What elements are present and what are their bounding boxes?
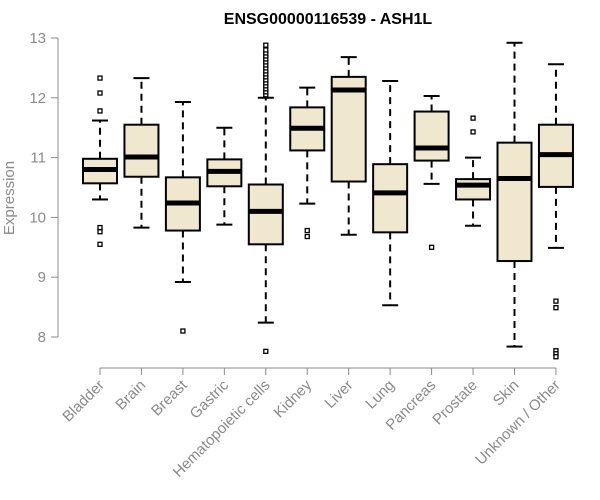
y-tick-label: 10: [29, 209, 46, 226]
boxes: [82, 41, 574, 360]
box-breast: [164, 100, 201, 334]
outlier-point: [304, 233, 310, 240]
box-iqr: [330, 75, 367, 183]
outlier-point: [97, 229, 103, 235]
x-tick-label: Kidney: [271, 376, 316, 421]
box-skin: [496, 41, 533, 348]
outlier-point: [97, 75, 103, 81]
outlier-point: [470, 115, 476, 121]
box-brain: [123, 77, 160, 229]
y-tick-label: 8: [38, 329, 46, 346]
x-tick-label: Prostate: [429, 377, 481, 429]
outlier-point: [428, 244, 435, 250]
box-iqr: [372, 163, 409, 234]
box-bladder: [82, 75, 118, 247]
chart-title: ENSG00000116539 - ASH1L: [224, 11, 433, 28]
outlier-point: [97, 90, 103, 96]
box-iqr: [247, 183, 284, 246]
x-tick-label: Bladder: [59, 377, 108, 426]
box-lung: [372, 80, 409, 307]
outlier-point: [263, 348, 269, 355]
box-iqr: [496, 141, 533, 263]
outlier-point: [263, 42, 269, 48]
box-iqr: [455, 178, 492, 201]
y-tick-label: 12: [29, 90, 46, 107]
y-axis-label: Expression: [1, 161, 18, 235]
x-tick-label: Breast: [148, 376, 191, 419]
y-tick-label: 11: [30, 150, 46, 167]
x-tick-label: Lung: [362, 377, 398, 413]
outlier-point: [470, 129, 476, 135]
x-tick-label: Liver: [322, 377, 357, 412]
outlier-point: [553, 298, 559, 304]
box-iqr: [413, 110, 450, 162]
outlier-point: [553, 305, 559, 311]
box-kidney: [289, 86, 326, 240]
outlier-point: [304, 227, 310, 234]
y-tick-label: 9: [38, 269, 46, 286]
outlier-point: [97, 224, 103, 231]
box-hematopoietic-cells: [247, 42, 284, 355]
box-liver: [330, 56, 367, 236]
box-pancreas: [413, 95, 450, 250]
box-gastric: [206, 126, 243, 226]
outlier-point: [180, 328, 186, 334]
outlier-point: [553, 354, 559, 360]
outlier-point: [263, 47, 269, 53]
outlier-point: [97, 108, 103, 114]
box-prostate: [455, 115, 492, 227]
outlier-point: [97, 241, 103, 247]
x-tick-label: Brain: [112, 377, 149, 414]
y-tick-label: 13: [29, 30, 46, 47]
box-iqr: [123, 123, 160, 178]
box-unknown-other: [537, 63, 574, 360]
x-tick-label: Skin: [490, 377, 523, 410]
